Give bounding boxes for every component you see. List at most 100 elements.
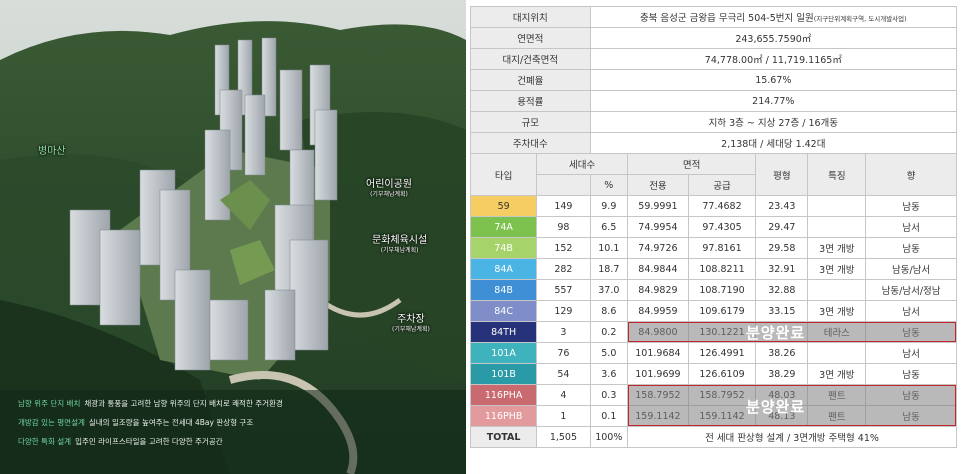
exclusive-area-cell: 84.9959 [627,300,689,322]
type-row: 84B 557 37.0 84.9829 108.7190 32.88 남동/남서/정남 [469,279,957,301]
direction-cell: 남동/남서 [865,258,957,280]
summary-key: 용적률 [470,90,591,112]
pyeong-cell: 32.91 [755,258,809,280]
summary-value-text: 74,778.00㎡ / 11,719.1165㎡ [704,55,842,66]
header-pyeong: 평형 [755,153,809,196]
header-type: 타입 [469,153,538,196]
summary-value-text: 지하 3층 ~ 지상 27층 / 16개동 [708,118,839,129]
summary-key: 연면적 [470,27,591,49]
total-pct: 100% [589,426,629,448]
type-cell: 101B [469,363,538,385]
type-cell: 116PHB [469,405,538,427]
header-exclusive: 전용 [627,174,689,196]
label-culture-sports: 문화체육시설 (기부채납계획) [372,235,428,254]
count-cell: 54 [536,363,591,385]
count-cell: 149 [536,195,591,217]
pct-cell: 0.2 [589,321,629,343]
pct-cell: 0.3 [589,384,629,406]
count-cell: 282 [536,258,591,280]
direction-cell: 남서 [865,342,957,364]
type-row: 101B 54 3.6 101.9699 126.6109 38.29 3면 개방 남동 [469,363,957,385]
pyeong-cell: 38.29 [755,363,809,385]
count-cell: 557 [536,279,591,301]
feature-line-2: 개방감 있는 평면설계 실내의 일조량을 높여주는 전세대 4Bay 판상형 구조 [18,418,254,427]
pyeong-cell: 32.88 [755,279,809,301]
label-byeongmasan: 병마산 [38,146,66,157]
exclusive-area-cell: 101.9699 [627,363,689,385]
summary-value-note: (지구단위계획구역, 도시개발사업) [813,15,907,23]
direction-cell: 남동/남서/정남 [865,279,957,301]
type-cell: 84TH [469,321,538,343]
total-label: TOTAL [469,426,538,448]
pct-cell: 18.7 [589,258,629,280]
summary-row: 연면적 243,655.7590㎡ [470,27,958,49]
pct-cell: 10.1 [589,237,629,259]
count-cell: 76 [536,342,591,364]
sold-out-stamp-84th [627,321,956,342]
supply-area-cell: 109.6179 [687,300,757,322]
type-row: 84C 129 8.6 84.9959 109.6179 33.15 3면 개방 남서 [469,300,957,322]
summary-value-text: 충북 음성군 금왕읍 무극리 504-5번지 일원 [639,13,814,24]
count-cell: 1 [536,405,591,427]
type-cell: 84C [469,300,538,322]
header-count [536,174,591,196]
type-cell: 84A [469,258,538,280]
direction-cell: 남동 [865,195,957,217]
summary-value-text: 243,655.7590㎡ [735,34,812,45]
header-area: 면적 [626,153,757,175]
exclusive-area-cell: 84.9844 [627,258,689,280]
exclusive-area-cell: 84.9829 [627,279,689,301]
header-supply: 공급 [687,174,757,196]
feature-line-3: 다양한 특화 설계 입주민 라이프스타일을 고려한 다양한 주거공간 [18,437,223,446]
feature-cell: 3면 개방 [807,363,867,385]
pct-cell: 0.1 [589,405,629,427]
pct-cell: 37.0 [589,279,629,301]
type-row: 74B 152 10.1 74.9726 97.8161 29.58 3면 개방 남동 [469,237,957,259]
count-cell: 152 [536,237,591,259]
exclusive-area-cell: 74.9954 [627,216,689,238]
type-row: 84A 282 18.7 84.9844 108.8211 32.91 3면 개방 남동/남서 [469,258,957,280]
header-feature: 특징 [807,153,867,196]
feature-cell [807,342,867,364]
direction-cell: 남동 [865,363,957,385]
type-cell: 74A [469,216,538,238]
direction-cell: 남동 [865,237,957,259]
type-cell: 74B [469,237,538,259]
count-cell: 3 [536,321,591,343]
supply-area-cell: 108.7190 [687,279,757,301]
count-cell: 98 [536,216,591,238]
summary-key: 대지/건축면적 [470,48,591,70]
supply-area-cell: 97.8161 [687,237,757,259]
type-row: 101A 76 5.0 101.9684 126.4991 38.26 남서 [469,342,957,364]
summary-value: 74,778.00㎡ / 11,719.1165㎡ [589,48,958,70]
pct-cell: 8.6 [589,300,629,322]
pct-cell: 5.0 [589,342,629,364]
type-row: 59 149 9.9 59.9991 77.4682 23.43 남동 [469,195,957,217]
supply-area-cell: 126.4991 [687,342,757,364]
summary-row: 규모 지하 3층 ~ 지상 27층 / 16개동 [470,111,958,133]
feature-cell: 3면 개방 [807,300,867,322]
sold-out-label-1: 분양완료 [745,324,806,342]
feature-line-1: 남향 위주 단지 배치 채광과 통풍을 고려한 남향 위주의 단지 배치로 쾌적한… [18,399,283,408]
pct-cell: 3.6 [589,363,629,385]
supply-area-cell: 97.4305 [687,216,757,238]
type-cell: 116PHA [469,384,538,406]
feature-cell [807,216,867,238]
type-cell: 84B [469,279,538,301]
summary-key: 주차대수 [470,132,591,154]
header-households: 세대수 [536,153,628,175]
pyeong-cell: 29.58 [755,237,809,259]
summary-key: 건폐율 [470,69,591,91]
summary-value: 243,655.7590㎡ [589,27,958,49]
pyeong-cell: 29.47 [755,216,809,238]
total-row: TOTAL 1,505 100% 전 세대 판상형 설계 / 3면개방 주택형 41% [469,426,957,448]
sold-out-stamp-penthouse [627,384,956,426]
total-note: 전 세대 판상형 설계 / 3면개방 주택형 41% [627,426,957,448]
summary-row: 대지위치 충북 음성군 금왕읍 무극리 504-5번지 일원(지구단위계획구역, … [470,6,958,28]
summary-value-text: 15.67% [755,74,792,86]
summary-value-text: 2,138대 / 세대당 1.42대 [721,139,826,150]
header-pct: % [589,174,629,196]
summary-row: 주차대수 2,138대 / 세대당 1.42대 [470,132,958,154]
aerial-rendering: 병마산 어린이공원 (기부채납계획) 문화체육시설 (기부채납계획) 주차장 (… [0,0,466,474]
supply-area-cell: 77.4682 [687,195,757,217]
